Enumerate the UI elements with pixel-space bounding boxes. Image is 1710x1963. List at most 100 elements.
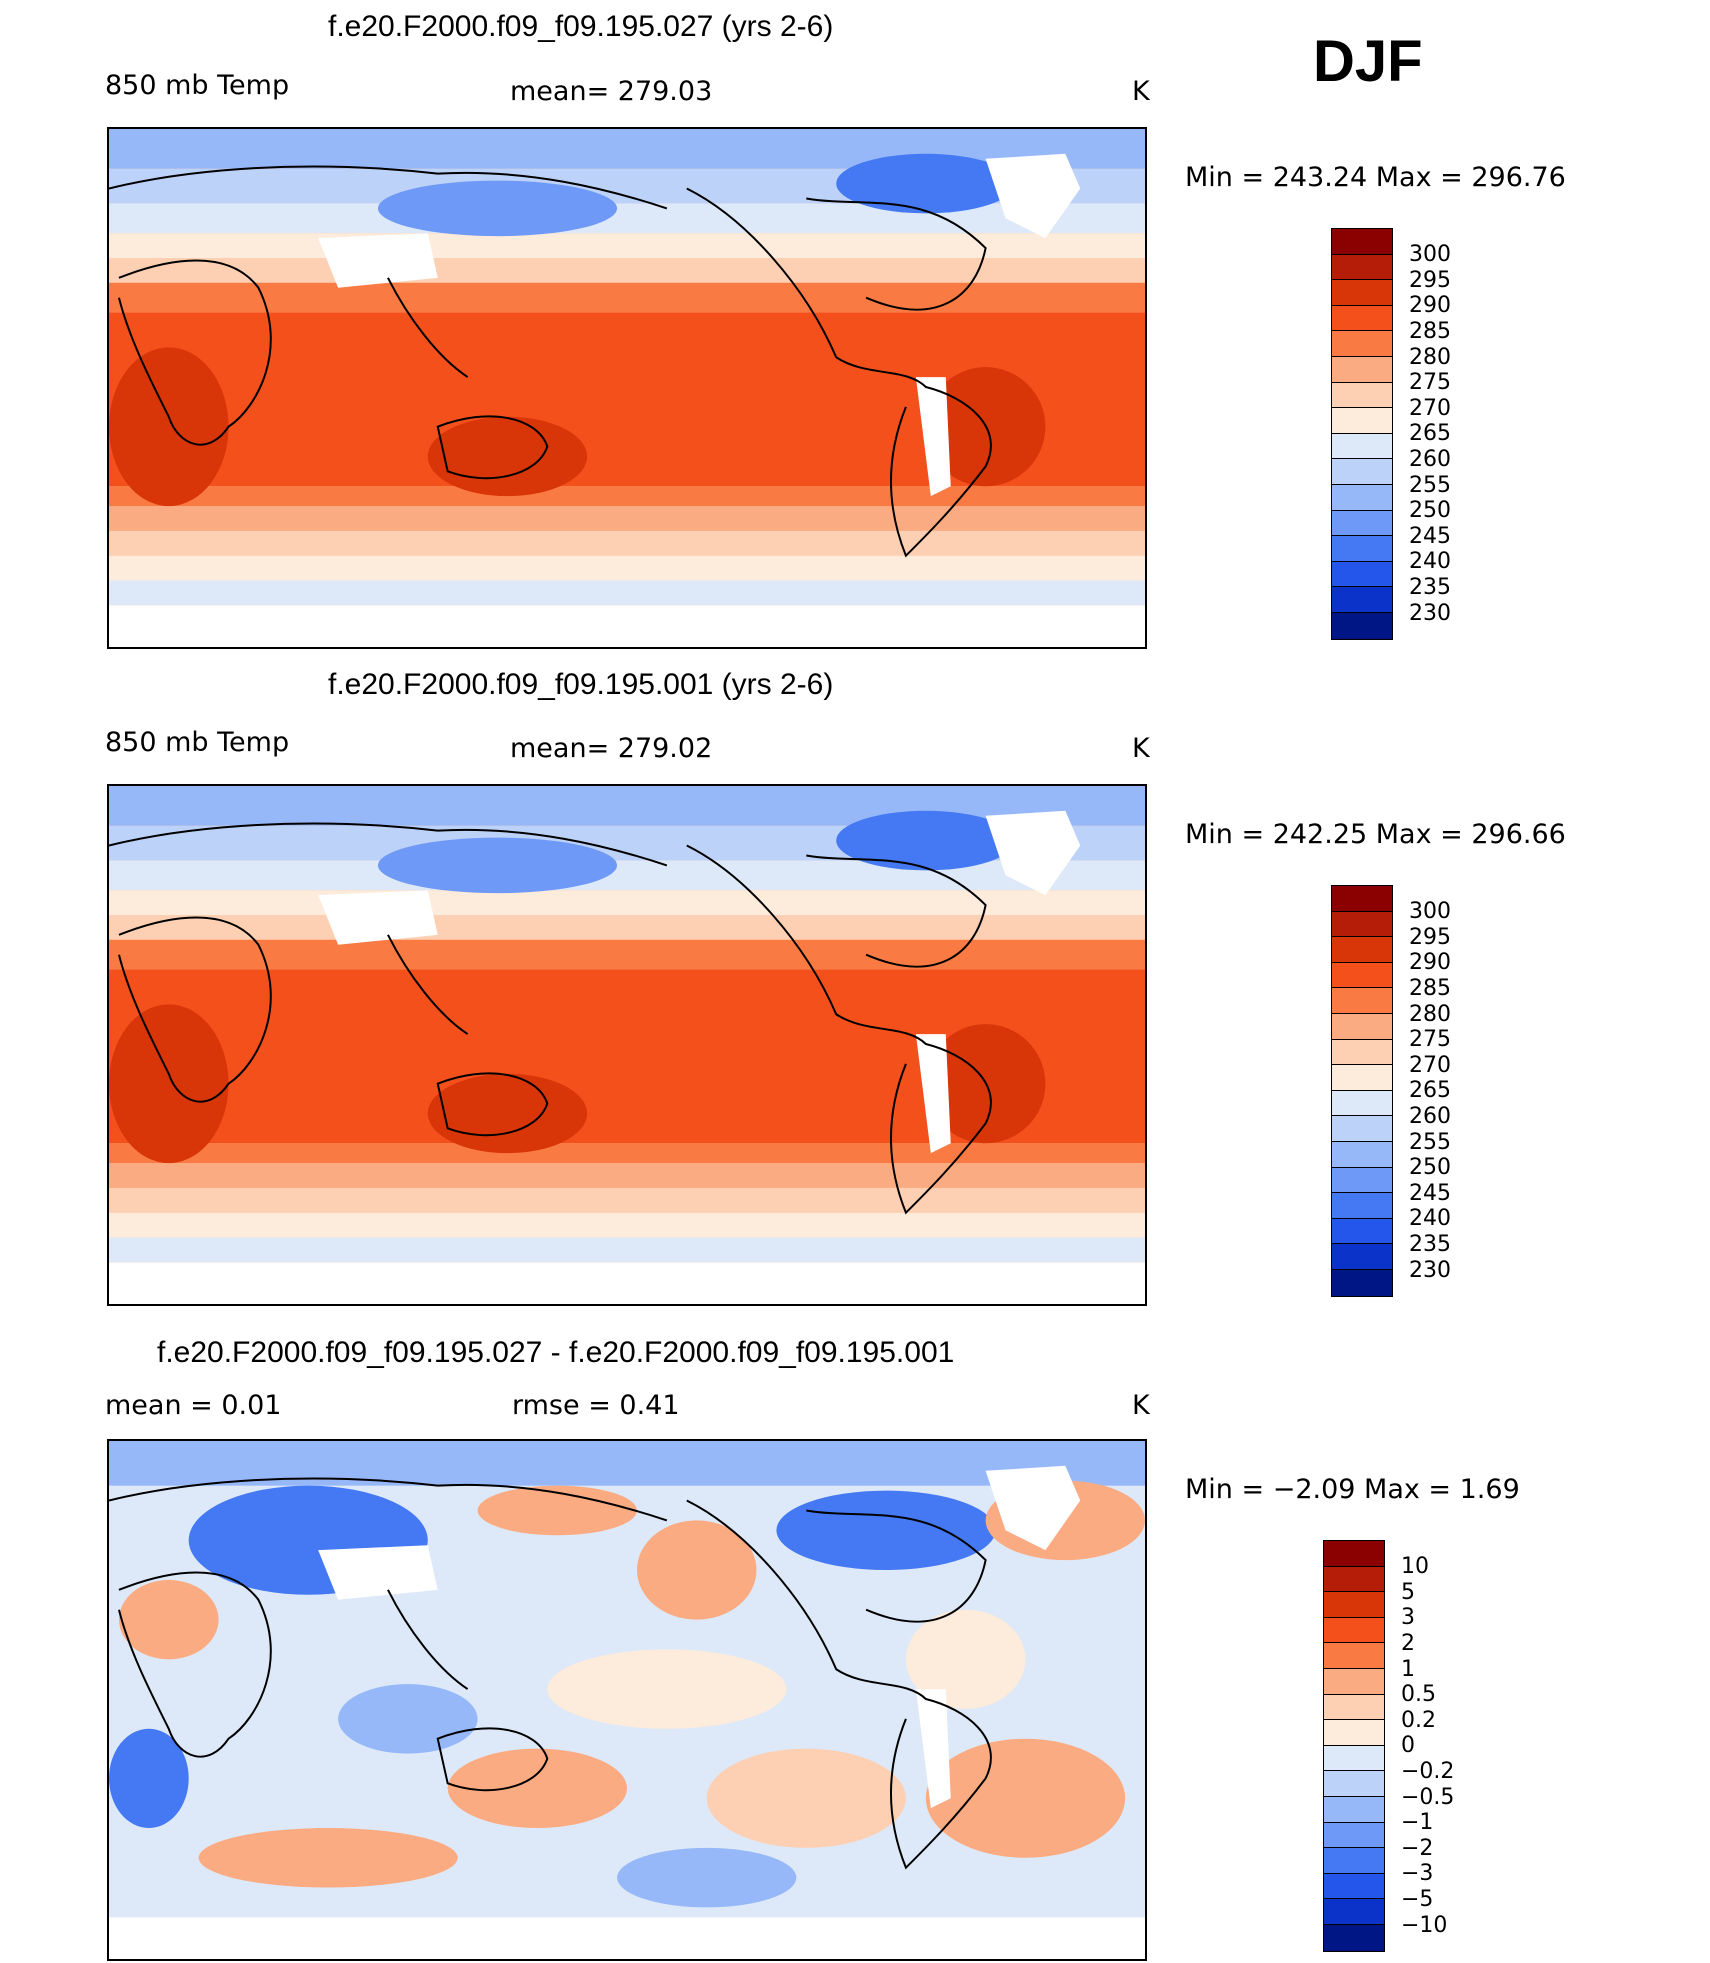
colorbar-tick-label: −5	[1401, 1886, 1434, 1912]
colorbar-tick-label: −0.2	[1401, 1758, 1455, 1784]
colorbar-segment	[1324, 1643, 1384, 1669]
colorbar-tick-label: 10	[1401, 1554, 1429, 1580]
colorbar-segment	[1324, 1745, 1384, 1772]
colorbar-segment	[1324, 1873, 1384, 1900]
units-label: K	[1132, 76, 1150, 107]
colorbar-segment	[1332, 587, 1392, 613]
colorbar-segment	[1332, 962, 1392, 989]
colorbar-segment	[1324, 1541, 1384, 1567]
colorbar-tick-label: 265	[1409, 1078, 1451, 1104]
variable-label: 850 mb Temp	[105, 70, 290, 101]
panel-title: f.e20.F2000.f09_f09.195.027 - f.e20.F200…	[157, 1336, 955, 1369]
mean-label: mean= 279.03	[510, 76, 713, 107]
colorbar-tick-label: 275	[1409, 370, 1451, 396]
colorbar-segment	[1332, 1167, 1392, 1194]
colorbar-tick-label: −0.5	[1401, 1784, 1455, 1810]
units-label: K	[1132, 733, 1150, 764]
colorbar-tick-label: 300	[1409, 899, 1451, 925]
colorbar-segment	[1332, 1065, 1392, 1091]
colorbar-segment	[1324, 1822, 1384, 1849]
season-label: DJF	[1313, 29, 1423, 94]
colorbar-box	[1331, 228, 1393, 640]
colorbar-tick-label: 295	[1409, 924, 1451, 950]
colorbar-segment	[1332, 459, 1392, 485]
colorbar-box	[1323, 1540, 1385, 1952]
colorbar-tick-label: 270	[1409, 395, 1451, 421]
colorbar-segment	[1332, 331, 1392, 357]
colorbar-segment	[1324, 1899, 1384, 1925]
colorbar-segment	[1332, 484, 1392, 511]
difference-map	[107, 1439, 1147, 1961]
colorbar-tick-label: 235	[1409, 574, 1451, 600]
colorbar-tick-label: 3	[1401, 1605, 1415, 1631]
colorbar-segment	[1332, 305, 1392, 332]
colorbar-segment	[1332, 510, 1392, 537]
colorbar-segment	[1332, 408, 1392, 434]
colorbar-segment	[1332, 911, 1392, 938]
colorbar-segment	[1332, 433, 1392, 460]
colorbar-tick-label: 230	[1409, 1257, 1451, 1283]
colorbar-tick-label: −1	[1401, 1810, 1434, 1836]
colorbar-segment	[1332, 382, 1392, 409]
colorbar-tick-label: 1	[1401, 1656, 1415, 1682]
colorbar-tick-label: 245	[1409, 1180, 1451, 1206]
colorbar-tick-label: 275	[1409, 1027, 1451, 1053]
colorbar-tick-label: 0	[1401, 1733, 1415, 1759]
colorbar-tick-label: 250	[1409, 498, 1451, 524]
colorbar-tick-label: −2	[1401, 1835, 1434, 1861]
colorbar-segment	[1324, 1592, 1384, 1618]
colorbar-segment	[1324, 1566, 1384, 1593]
colorbar-segment	[1324, 1771, 1384, 1797]
colorbar-tick-label: 300	[1409, 242, 1451, 268]
colorbar-tick-label: 260	[1409, 1103, 1451, 1129]
colorbar-segment	[1332, 254, 1392, 281]
colorbar-tick-label: 235	[1409, 1231, 1451, 1257]
colorbar-tick-label: 255	[1409, 472, 1451, 498]
colorbar-segment	[1332, 612, 1392, 639]
colorbar-segment	[1332, 1244, 1392, 1270]
colorbar-segment	[1332, 1116, 1392, 1142]
rmse-label: rmse = 0.41	[512, 1390, 680, 1421]
colorbar-box	[1331, 885, 1393, 1297]
colorbar-segment	[1332, 1039, 1392, 1066]
temperature-map	[107, 127, 1147, 649]
min-max-label: Min = 242.25 Max = 296.66	[1185, 819, 1566, 850]
colorbar-tick-label: 290	[1409, 293, 1451, 319]
min-max-label: Min = −2.09 Max = 1.69	[1185, 1474, 1520, 1505]
map-field	[109, 129, 1145, 647]
colorbar-tick-label: 270	[1409, 1052, 1451, 1078]
colorbar-segment	[1332, 1141, 1392, 1168]
colorbar-segment	[1332, 988, 1392, 1014]
colorbar-segment	[1332, 1218, 1392, 1245]
colorbar-segment	[1324, 1796, 1384, 1823]
colorbar-tick-label: 250	[1409, 1155, 1451, 1181]
colorbar-tick-label: 240	[1409, 1206, 1451, 1232]
colorbar-tick-label: −3	[1401, 1861, 1434, 1887]
temperature-map	[107, 784, 1147, 1306]
mean-label: mean= 279.02	[510, 733, 713, 764]
colorbar-segment	[1332, 561, 1392, 588]
colorbar-segment	[1332, 229, 1392, 255]
colorbar-tick-label: 5	[1401, 1579, 1415, 1605]
colorbar-segment	[1324, 1668, 1384, 1695]
colorbar-segment	[1324, 1694, 1384, 1721]
colorbar-segment	[1324, 1617, 1384, 1644]
colorbar-tick-label: 255	[1409, 1129, 1451, 1155]
colorbar-segment	[1324, 1720, 1384, 1746]
colorbar-segment	[1332, 1269, 1392, 1296]
min-max-label: Min = 243.24 Max = 296.76	[1185, 162, 1566, 193]
colorbar-tick-label: 295	[1409, 267, 1451, 293]
colorbar-tick-label: 2	[1401, 1630, 1415, 1656]
panel-title: f.e20.F2000.f09_f09.195.027 (yrs 2-6)	[328, 10, 834, 43]
colorbar-segment	[1332, 1013, 1392, 1040]
colorbar-tick-label: 290	[1409, 950, 1451, 976]
variable-label: 850 mb Temp	[105, 727, 290, 758]
colorbar-tick-label: 230	[1409, 600, 1451, 626]
colorbar-tick-label: 285	[1409, 318, 1451, 344]
colorbar-segment	[1332, 937, 1392, 963]
colorbar-segment	[1332, 536, 1392, 562]
colorbar-tick-label: 240	[1409, 549, 1451, 575]
colorbar-tick-label: 285	[1409, 975, 1451, 1001]
map-field	[109, 1441, 1145, 1959]
panel-title: f.e20.F2000.f09_f09.195.001 (yrs 2-6)	[328, 668, 834, 701]
